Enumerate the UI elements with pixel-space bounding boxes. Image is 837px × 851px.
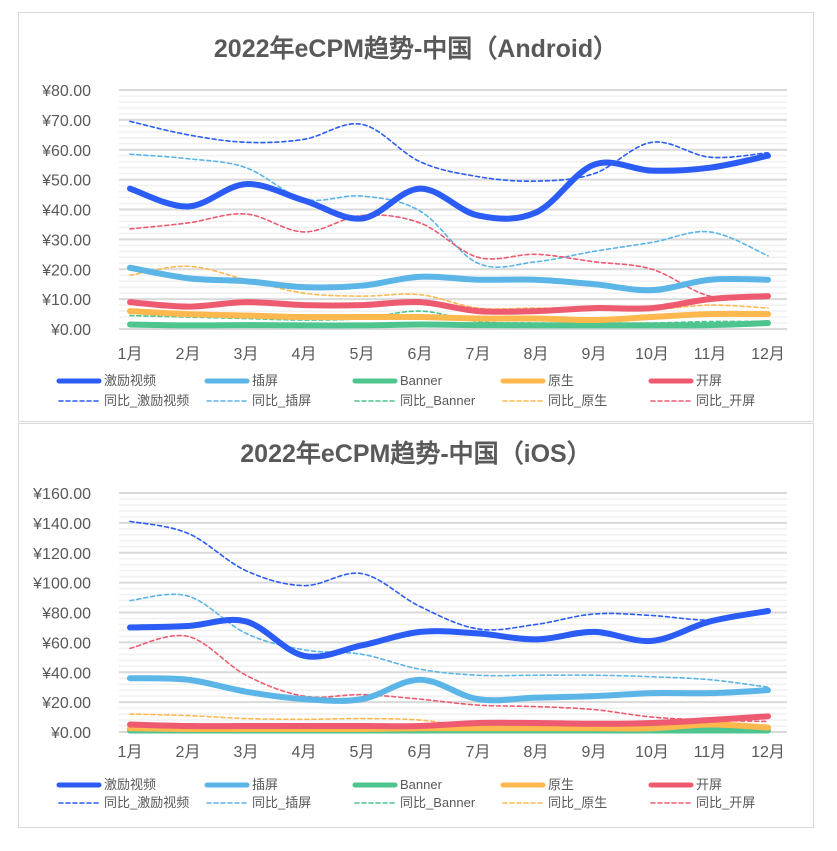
android-chart: 2022年eCPM趋势-中国（Android） ¥0.00 ¥10.00 ¥20.00…: [41, 34, 787, 408]
legend-label: 同比_激励视频: [104, 393, 189, 408]
y-tick-label: ¥50.00: [41, 173, 91, 190]
x-tick-label: 11月: [694, 346, 727, 363]
x-tick-label: 7月: [466, 346, 491, 363]
y-tick-label: ¥70.00: [41, 113, 91, 130]
x-tick-label: 12月: [751, 346, 785, 363]
legend-label: 同比_Banner: [400, 795, 476, 810]
series-line-4: [127, 713, 771, 730]
x-tick-label: 12月: [751, 744, 785, 761]
y-tick-label: ¥40.00: [41, 665, 91, 682]
series-line-6: [129, 153, 769, 268]
x-tick-label: 9月: [582, 346, 607, 363]
x-tick-label: 6月: [408, 744, 433, 761]
x-tick-label: 3月: [234, 346, 259, 363]
legend-label: 同比_开屏: [696, 795, 755, 810]
android-chart-panel: 2022年eCPM趋势-中国（Android） ¥0.00 ¥10.00 ¥20.00…: [18, 12, 814, 422]
x-tick-label: 8月: [524, 744, 549, 761]
legend-label: 原生: [548, 373, 574, 388]
series-line-2: [127, 320, 771, 329]
x-tick-label: 9月: [582, 744, 607, 761]
x-tick-label: 4月: [292, 744, 317, 761]
y-tick-label: ¥140.00: [32, 516, 91, 533]
x-tick-label: 1月: [118, 346, 143, 363]
chart-title: 2022年eCPM趋势-中国（Android）: [214, 34, 618, 63]
legend-label: 激励视频: [104, 777, 156, 792]
y-tick-label: ¥30.00: [41, 232, 91, 249]
legend-label: 开屏: [696, 777, 722, 792]
series-line-9: [129, 634, 769, 723]
legend-label: 同比_激励视频: [104, 795, 189, 810]
legend-label: 同比_Banner: [400, 393, 476, 408]
legend-label: 同比_插屏: [252, 393, 311, 408]
x-tick-label: 2月: [176, 346, 201, 363]
x-tick-label: 6月: [408, 346, 433, 363]
legend-label: 同比_原生: [548, 393, 607, 408]
y-tick-label: ¥120.00: [32, 546, 91, 563]
x-tick-label: 7月: [466, 744, 491, 761]
y-tick-label: ¥80.00: [41, 606, 91, 623]
chart-title: 2022年eCPM趋势-中国（iOS）: [240, 439, 591, 468]
series-line-1: [127, 264, 771, 294]
x-tick-label: 3月: [234, 744, 259, 761]
x-tick-label: 5月: [350, 744, 375, 761]
y-tick-label: ¥100.00: [32, 576, 91, 593]
y-tick-label: ¥40.00: [41, 203, 91, 220]
legend-label: Banner: [400, 373, 443, 388]
legend-label: 同比_原生: [548, 795, 607, 810]
ios-chart: 2022年eCPM趋势-中国（iOS） ¥0.00 ¥20.00 ¥40.00 ¥60.…: [32, 439, 787, 810]
x-tick-label: 1月: [118, 744, 143, 761]
series-line-3: [127, 308, 771, 324]
series-line-9: [129, 213, 769, 299]
legend-label: 同比_开屏: [696, 393, 755, 408]
x-tick-label: 5月: [350, 346, 375, 363]
y-tick-label: ¥60.00: [41, 143, 91, 160]
y-tick-label: ¥0.00: [50, 322, 91, 339]
y-tick-label: ¥0.00: [50, 725, 91, 742]
series-line-4: [127, 293, 771, 315]
x-tick-label: 2月: [176, 744, 201, 761]
y-tick-label: ¥60.00: [41, 635, 91, 652]
y-tick-label: ¥10.00: [41, 292, 91, 309]
series-line-0: [127, 608, 771, 660]
y-tick-label: ¥160.00: [32, 486, 91, 503]
legend-label: 原生: [548, 777, 574, 792]
y-tick-label: ¥20.00: [41, 695, 91, 712]
legend-label: 同比_插屏: [252, 795, 311, 810]
legend-label: Banner: [400, 777, 443, 792]
legend-label: 激励视频: [104, 373, 156, 388]
series-line-5: [129, 120, 769, 183]
x-tick-label: 11月: [694, 744, 727, 761]
x-tick-label: 4月: [292, 346, 317, 363]
series-line-1: [127, 675, 771, 704]
ios-chart-panel: 2022年eCPM趋势-中国（iOS） ¥0.00 ¥20.00 ¥40.00 ¥60.…: [18, 423, 814, 828]
legend-label: 插屏: [252, 373, 278, 388]
x-tick-label: 8月: [524, 346, 549, 363]
series-line-6: [129, 593, 769, 688]
series-line-0: [127, 152, 771, 222]
x-tick-label: 10月: [635, 346, 669, 363]
series-line-5: [129, 520, 769, 631]
legend-label: 插屏: [252, 777, 278, 792]
y-tick-label: ¥20.00: [41, 262, 91, 279]
y-tick-label: ¥80.00: [41, 83, 91, 100]
x-tick-label: 10月: [635, 744, 669, 761]
legend-label: 开屏: [696, 373, 722, 388]
